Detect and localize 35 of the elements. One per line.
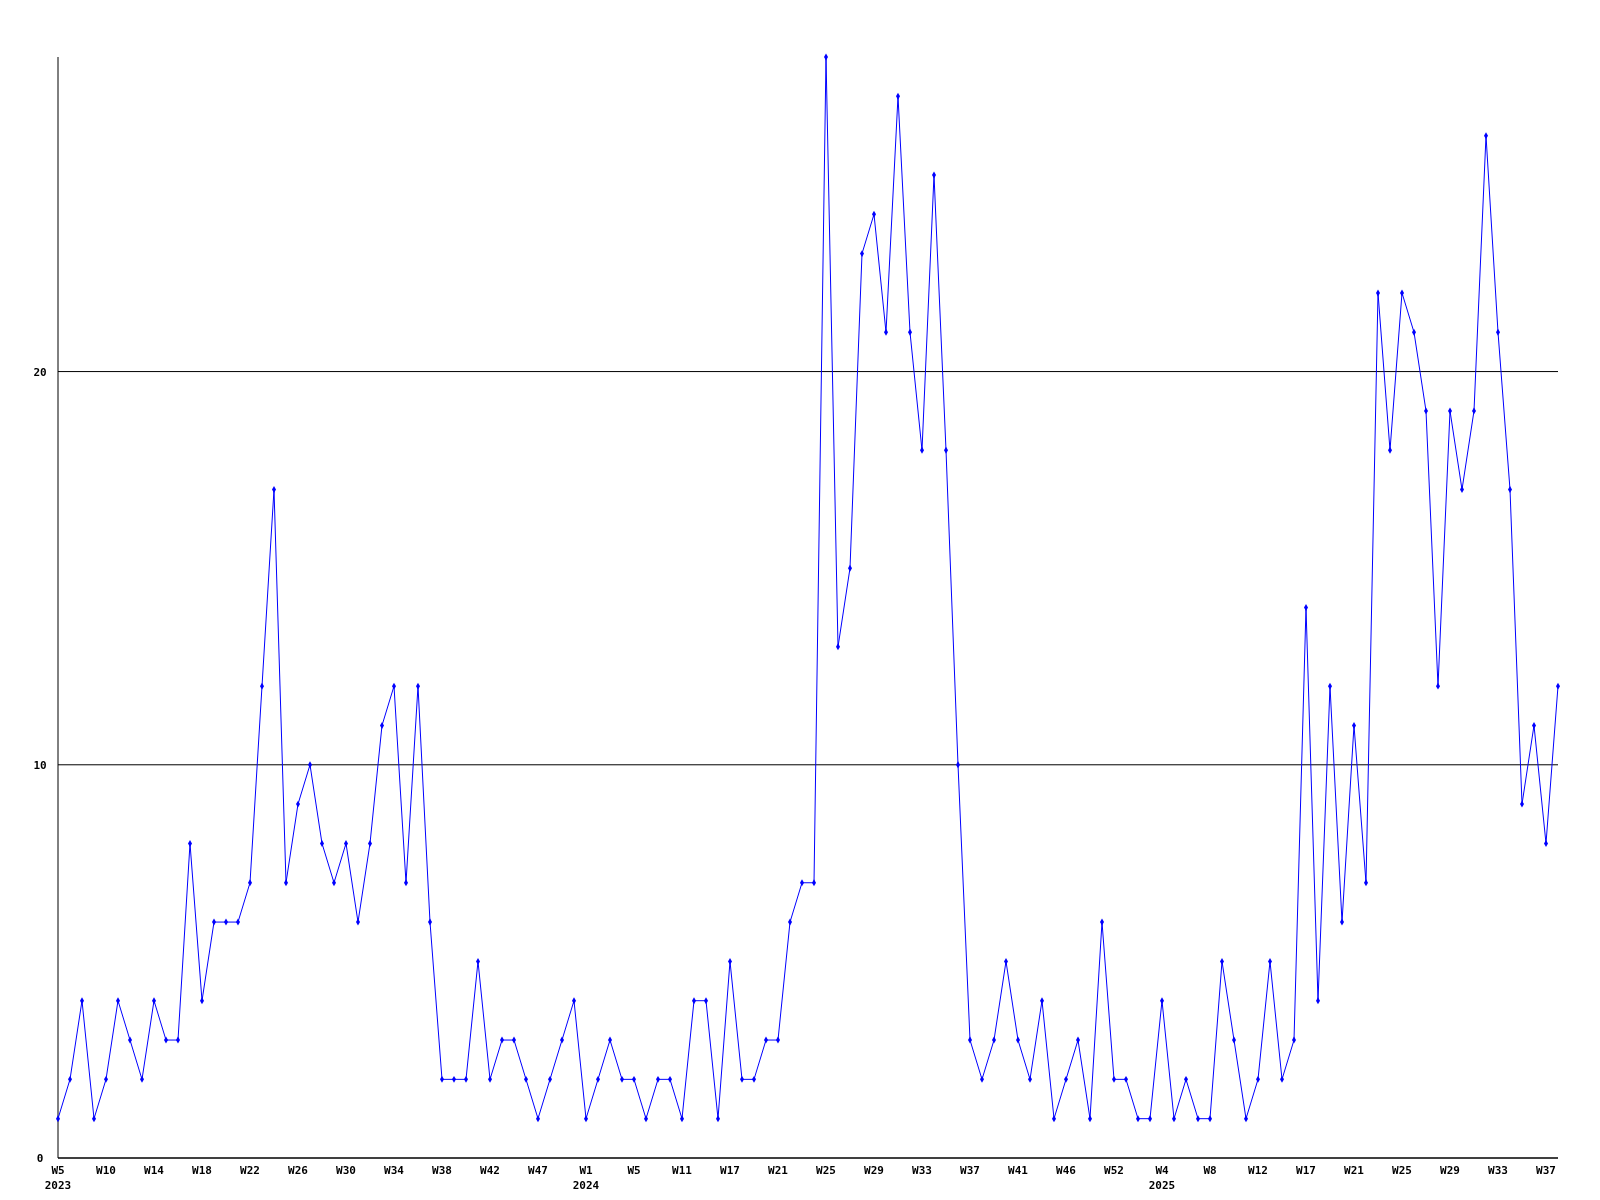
- x-tick-label: W34: [384, 1164, 405, 1177]
- x-tick-label: W25: [1392, 1164, 1412, 1177]
- x-tick-label: W37: [960, 1164, 980, 1177]
- x-tick-label: W14: [144, 1164, 165, 1177]
- x-tick-label: W8: [1203, 1164, 1217, 1177]
- x-tick-label: W42: [480, 1164, 500, 1177]
- x-tick-label: W1 2024: [572, 1164, 600, 1192]
- x-tick-label: W52: [1104, 1164, 1124, 1177]
- x-tick-label: W26: [288, 1164, 309, 1177]
- x-tick-label: W37: [1536, 1164, 1556, 1177]
- x-tick-label: W30: [336, 1164, 356, 1177]
- x-tick-label: W47: [528, 1164, 548, 1177]
- x-tick-label: W29: [864, 1164, 884, 1177]
- x-tick-label: W5 2023: [44, 1164, 72, 1192]
- x-tick-label: W17: [1296, 1164, 1316, 1177]
- x-tick-label: W12: [1248, 1164, 1268, 1177]
- x-tick-label: W22: [240, 1164, 260, 1177]
- x-tick-label: W4 2025: [1148, 1164, 1176, 1192]
- x-tick-label: W38: [432, 1164, 452, 1177]
- x-tick-label: W41: [1008, 1164, 1029, 1177]
- x-tick-label: W18: [192, 1164, 212, 1177]
- x-tick-label: W33: [1488, 1164, 1508, 1177]
- x-tick-label: W21: [1344, 1164, 1365, 1177]
- x-tick-label: W29: [1440, 1164, 1460, 1177]
- x-tick-label: W11: [672, 1164, 693, 1177]
- x-tick-label: W25: [816, 1164, 836, 1177]
- y-tick-label: 0: [36, 1152, 44, 1165]
- y-tick-label: 20: [33, 365, 47, 379]
- x-tick-label: W33: [912, 1164, 932, 1177]
- x-tick-label: W46: [1056, 1164, 1077, 1177]
- x-tick-label: W5: [627, 1164, 641, 1177]
- y-tick-label: 10: [33, 758, 47, 772]
- x-tick-label: W21: [768, 1164, 789, 1177]
- x-tick-label: W17: [720, 1164, 740, 1177]
- x-tick-label: W10: [96, 1164, 116, 1177]
